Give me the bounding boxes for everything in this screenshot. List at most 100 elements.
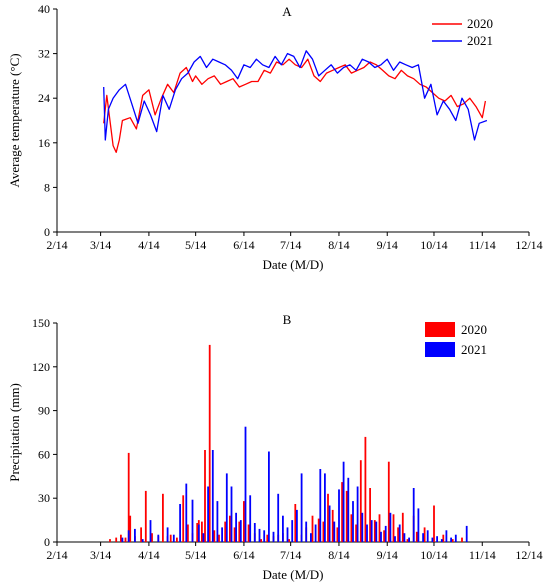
bar [268,451,270,542]
y-tick-label: 32 [38,47,50,61]
bar [373,520,376,542]
bar [423,527,426,542]
bar [342,461,345,542]
bar [333,521,336,542]
bar [129,515,132,542]
x-tick-label: 2/14 [46,238,67,252]
bar [352,501,354,542]
x-tick-label: 2/14 [46,548,67,562]
bar [328,505,331,542]
bar [204,450,206,542]
bar [277,493,280,542]
bar [433,505,435,542]
y-tick-label: 90 [38,404,50,418]
bar [162,493,164,542]
bar [397,527,399,542]
bar [324,473,326,542]
legend: 2020 2021 [432,16,493,48]
x-tick-label: 11/14 [469,238,496,252]
bar [282,515,284,542]
bar [208,344,211,542]
bar [406,539,409,542]
bar [305,521,308,542]
bar [454,534,457,542]
bar [375,521,378,542]
bar [286,527,289,542]
x-tick-label: 6/14 [233,548,254,562]
bar [380,531,382,542]
bar [440,539,443,542]
bar [319,469,322,542]
bar [310,533,312,542]
bar [451,539,454,542]
bar [311,515,314,542]
y-axis-label: Average temperature (°C) [7,53,22,187]
bar [445,530,448,542]
bar [244,426,247,542]
bar [213,530,216,542]
legend-label: 2020 [467,16,493,31]
bar [249,495,252,542]
bar [450,537,452,542]
bar [347,477,350,542]
bar [109,539,111,542]
bar [369,488,371,542]
bar [238,521,241,542]
legend-swatch-2020 [425,322,455,337]
x-tick-label: 8/14 [328,548,349,562]
bar [187,524,189,542]
bar [201,521,203,542]
x-tick-label: 3/14 [90,548,111,562]
bar [120,534,122,542]
bar [230,486,233,542]
bar [317,518,320,542]
bar [157,534,160,542]
bar [182,495,185,542]
bar [422,533,424,542]
y-tick-label: 40 [38,2,50,16]
bar [338,489,340,542]
x-tick-label: 5/14 [185,238,206,252]
bar [172,534,175,542]
bar [124,537,127,542]
bar [366,524,368,542]
bar [127,452,130,542]
bar [356,486,359,542]
x-tick-label: 4/14 [138,548,159,562]
bar [355,524,357,542]
bar [260,539,262,542]
y-tick-label: 150 [32,316,50,330]
bar [345,490,348,542]
x-tick-label: 10/14 [420,548,447,562]
bar [403,533,406,542]
series-bars-2020 [109,344,463,542]
bar [461,537,463,542]
bar [415,531,418,542]
bar [218,534,220,542]
y-tick-label: 120 [32,360,50,374]
bar [176,537,178,542]
bar [266,534,269,542]
y-tick-label: 0 [44,225,50,239]
series-bars-2021 [121,426,468,542]
y-tick-label: 8 [44,180,50,194]
bar [426,530,429,542]
bar [291,520,294,542]
bar [412,488,415,542]
precipitation-chart: 0 30 60 90 120 150 2/14 3/14 4/14 5/14 6/14 7/14 8/1… [7,312,543,582]
bar [442,534,445,542]
y-tick-label: 0 [44,535,50,549]
bar [235,512,237,542]
bar [141,539,144,542]
y-axis-label: Precipitation (mm) [7,383,22,482]
bar [134,528,136,542]
bar [331,509,334,542]
bar [327,493,329,542]
x-tick-label: 9/14 [377,548,398,562]
bar [216,501,219,542]
bar [359,460,362,542]
bar [378,514,381,542]
bar [394,536,396,542]
bar [364,436,367,542]
